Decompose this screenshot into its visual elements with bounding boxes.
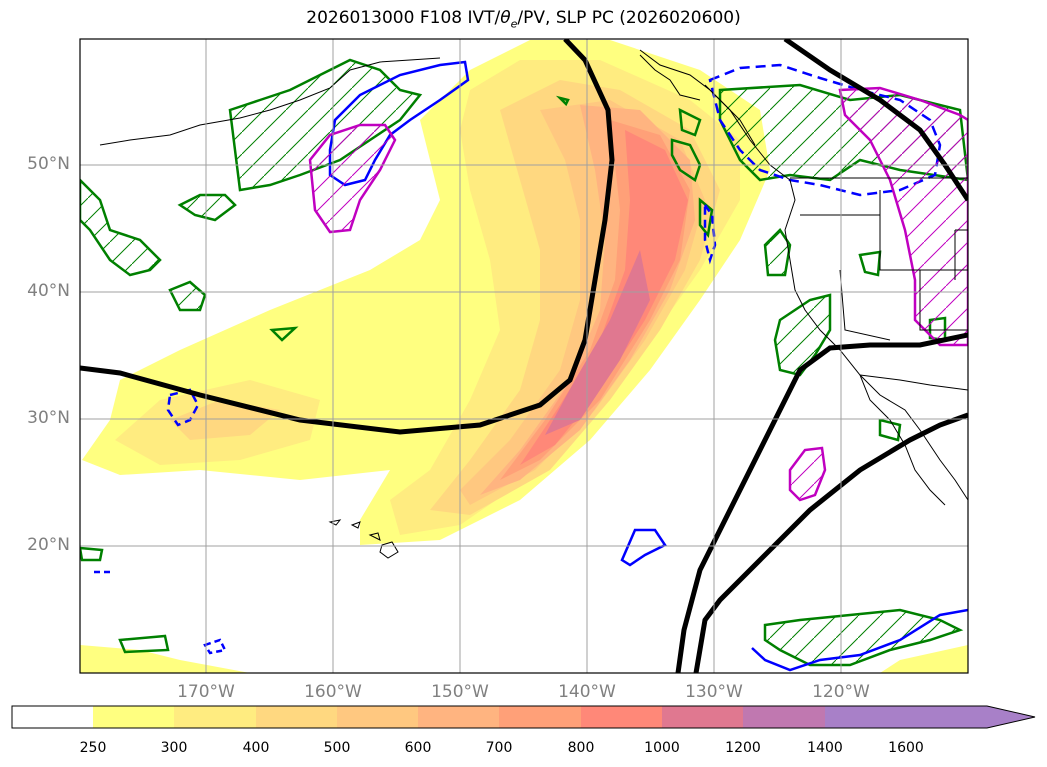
- theta-e-region-interior: [838, 86, 968, 347]
- colorbar-tick-600: 600: [404, 740, 432, 756]
- lon-label-120w: 120°W: [812, 682, 870, 702]
- map-title: 2026013000 F108 IVT/θe/PV, SLP PC (20260…: [306, 8, 741, 31]
- colorbar-tick-250: 250: [79, 740, 107, 756]
- lon-label-150w: 150°W: [431, 682, 489, 702]
- coastlines: [99, 49, 968, 559]
- slp-contour-ne: [783, 39, 968, 202]
- ivt-band-1000: [545, 250, 650, 435]
- colorbar-tick-300: 300: [160, 740, 188, 756]
- colorbar-outline: [11, 705, 1036, 729]
- pv-region-mexico: [763, 608, 964, 667]
- lon-label-160w: 160°W: [304, 682, 362, 702]
- coast-bc-islands: [639, 54, 756, 146]
- colorbar-tick-1400: 1400: [807, 740, 843, 756]
- colorbar-tick-1600: 1600: [888, 740, 924, 756]
- colorbar-tick-1200: 1200: [725, 740, 761, 756]
- lon-label-170w: 170°W: [177, 682, 235, 702]
- colorbar-bin-5: [418, 706, 499, 728]
- coast-baja: [859, 374, 946, 506]
- lon-label-130w: 130°W: [685, 682, 743, 702]
- theta-e-region-south: [788, 446, 827, 502]
- lat-label-30n: 30°N: [27, 408, 70, 428]
- pv-region-nevada: [763, 228, 792, 277]
- pv-neg-small: [94, 570, 227, 655]
- colorbar-bin-3: [256, 706, 337, 728]
- colorbar-bin-1: [93, 706, 174, 728]
- pv-region-bc: [670, 107, 714, 238]
- colorbar-extend-arrow: [906, 706, 1035, 728]
- pv-region-small1: [177, 193, 237, 222]
- colorbar-tick-500: 500: [323, 740, 351, 756]
- colorbar-bin-4: [337, 706, 418, 728]
- colorbar-bin-10: [825, 706, 906, 728]
- colorbar-bin-9: [743, 706, 825, 728]
- pv-region-alaska: [228, 58, 423, 192]
- border-states: [800, 190, 968, 341]
- lat-label-50n: 50°N: [27, 154, 70, 174]
- lat-label-20n: 20°N: [27, 535, 70, 555]
- colorbar-bin-6: [499, 706, 581, 728]
- colorbar-bin-2: [174, 706, 256, 728]
- pv-region-small2: [168, 280, 207, 312]
- theta-e-region-alaska: [308, 123, 397, 234]
- graticule: [80, 39, 968, 673]
- slp-contour-main: [80, 39, 615, 435]
- colorbar-bin-7: [581, 706, 662, 728]
- lon-label-140w: 140°W: [558, 682, 616, 702]
- border-us-mexico: [859, 374, 968, 391]
- map-frame: [79, 38, 969, 674]
- ivt-band-south: [80, 645, 968, 673]
- pv-region-west: [80, 178, 162, 277]
- slp-contour-east2: [693, 412, 968, 673]
- colorbar-tick-700: 700: [485, 740, 513, 756]
- pv-region-california: [773, 293, 832, 377]
- hawaii-islands: [328, 519, 399, 559]
- coast-alaska: [99, 57, 441, 146]
- colorbar-bin-8: [662, 706, 743, 728]
- slp-contours: [80, 39, 968, 673]
- lat-label-40n: 40°N: [27, 281, 70, 301]
- colorbar-tick-800: 800: [567, 740, 595, 756]
- slp-contour-east1: [675, 332, 968, 673]
- pv-neg-mexico: [751, 608, 968, 672]
- pv-neg-dashed-bc: [703, 201, 717, 265]
- colorbar-tick-1000: 1000: [644, 740, 680, 756]
- colorbar-tick-400: 400: [242, 740, 270, 756]
- pv-neg-central: [620, 528, 667, 567]
- ivt-band-800: [520, 130, 688, 465]
- pv-negative-contours: [94, 60, 968, 672]
- colorbar: [11, 705, 1036, 729]
- colorbar-bin-0: [12, 706, 93, 728]
